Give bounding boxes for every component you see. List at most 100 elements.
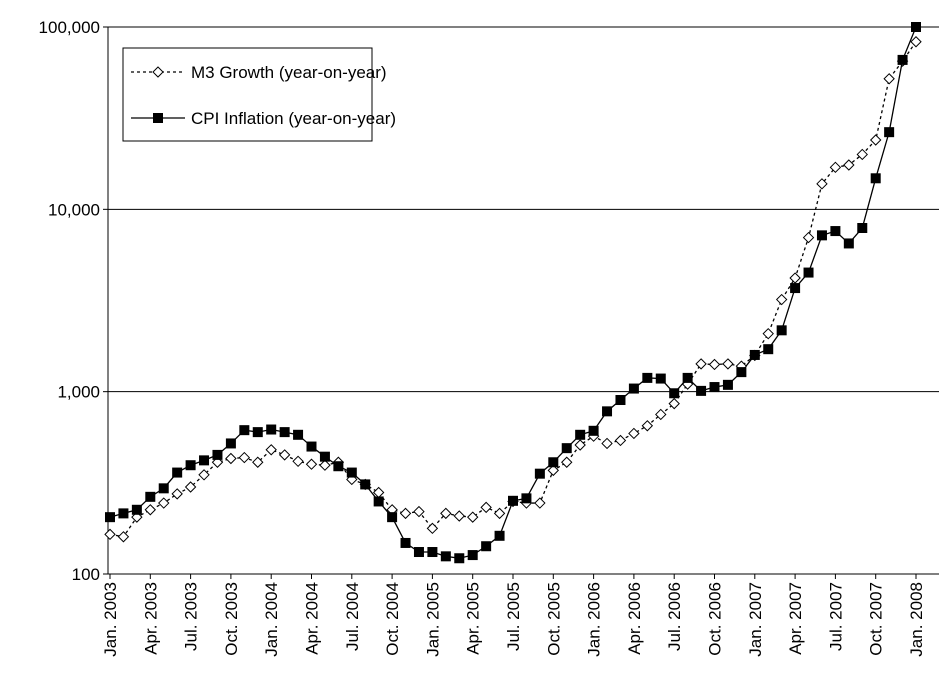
data-point xyxy=(802,231,815,244)
data-point xyxy=(279,427,290,438)
data-point xyxy=(305,458,318,470)
legend-label: M3 Growth (year-on-year) xyxy=(191,63,387,82)
data-point xyxy=(493,507,506,520)
data-point xyxy=(293,429,304,440)
data-point xyxy=(911,22,921,32)
data-point xyxy=(225,452,237,465)
data-point xyxy=(333,461,344,472)
data-point xyxy=(239,425,250,436)
data-point xyxy=(722,358,734,370)
x-tick-label: Oct. 2003 xyxy=(222,582,241,656)
data-point xyxy=(387,512,398,523)
x-tick-label: Oct. 2004 xyxy=(383,582,402,656)
data-point xyxy=(184,481,197,493)
legend-box xyxy=(122,47,373,142)
y-tick-label: 10,000 xyxy=(48,200,100,219)
data-point xyxy=(856,148,868,161)
data-point xyxy=(319,451,330,462)
data-point xyxy=(884,127,895,138)
data-point xyxy=(696,385,707,396)
data-point xyxy=(373,496,384,507)
data-point xyxy=(736,367,747,378)
data-point xyxy=(171,488,183,500)
data-point xyxy=(306,441,317,452)
data-point xyxy=(749,349,760,360)
data-point xyxy=(614,434,627,447)
data-point xyxy=(185,460,196,471)
data-point xyxy=(481,541,492,552)
data-point xyxy=(682,372,693,383)
x-tick-label: Apr. 2003 xyxy=(141,582,160,655)
data-point xyxy=(145,491,156,502)
data-point xyxy=(628,427,640,440)
data-point xyxy=(601,437,613,450)
x-tick-label: Jul. 2007 xyxy=(826,582,845,651)
data-point xyxy=(494,530,505,541)
data-point xyxy=(346,467,357,478)
data-point xyxy=(869,134,882,146)
x-tick-label: Jan. 2008 xyxy=(907,582,926,657)
data-point xyxy=(548,457,559,468)
data-point xyxy=(830,226,841,237)
x-tick-label: Jan. 2004 xyxy=(262,582,281,657)
data-point xyxy=(816,178,828,190)
data-point xyxy=(413,505,425,518)
data-point xyxy=(843,238,854,249)
data-point xyxy=(172,467,183,478)
x-tick-label: Oct. 2007 xyxy=(867,582,886,656)
data-point xyxy=(144,504,157,516)
data-point xyxy=(897,54,908,65)
data-point xyxy=(252,456,264,468)
data-point xyxy=(521,493,532,504)
data-point xyxy=(466,511,479,523)
data-point xyxy=(574,439,586,451)
legend-marker xyxy=(153,113,163,123)
data-point xyxy=(413,547,424,558)
data-point xyxy=(199,455,210,466)
x-tick-label: Jul. 2006 xyxy=(665,582,684,651)
data-point xyxy=(669,388,680,399)
data-point xyxy=(708,358,721,371)
data-point xyxy=(883,73,895,85)
legend: M3 Growth (year-on-year) CPI Inflation (y… xyxy=(122,47,396,142)
y-tick-label: 100,000 xyxy=(39,18,100,37)
data-point xyxy=(117,531,130,543)
data-point xyxy=(803,267,814,278)
x-tick-label: Apr. 2007 xyxy=(786,582,805,655)
data-point xyxy=(480,501,492,514)
data-point xyxy=(642,372,653,383)
data-point xyxy=(588,425,599,436)
y-tick-label: 1,000 xyxy=(57,383,100,402)
data-point xyxy=(870,173,881,184)
data-point xyxy=(265,444,277,456)
x-tick-label: Jan. 2007 xyxy=(746,582,765,657)
data-point xyxy=(319,459,331,471)
data-point xyxy=(252,427,263,438)
data-point xyxy=(547,464,560,477)
x-tick-label: Apr. 2006 xyxy=(625,582,644,655)
x-tick-label: Jul. 2003 xyxy=(182,582,201,651)
data-point xyxy=(655,408,667,421)
data-point xyxy=(668,397,680,410)
data-point xyxy=(910,36,922,48)
legend-marker xyxy=(152,66,164,78)
data-point xyxy=(278,449,291,461)
data-point xyxy=(427,547,438,558)
data-point xyxy=(816,230,827,241)
data-point xyxy=(266,424,277,435)
data-point xyxy=(453,510,465,522)
data-point xyxy=(426,522,439,535)
data-point xyxy=(399,507,412,520)
data-point xyxy=(158,497,170,509)
data-point xyxy=(857,222,868,233)
data-point xyxy=(440,551,451,562)
data-point xyxy=(534,468,545,479)
legend-label: CPI Inflation (year-on-year) xyxy=(191,109,396,128)
y-tick-label: 100 xyxy=(72,565,100,584)
data-point xyxy=(131,504,142,515)
data-point xyxy=(360,479,371,490)
data-point xyxy=(105,512,115,523)
data-point xyxy=(776,325,787,336)
data-point xyxy=(440,507,452,520)
